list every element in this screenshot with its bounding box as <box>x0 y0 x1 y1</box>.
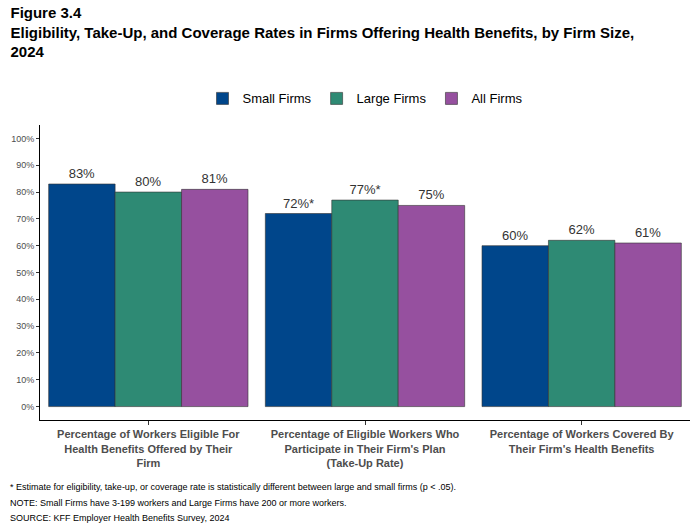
svg-text:All Firms: All Firms <box>471 91 522 106</box>
svg-text:NOTE: Small Firms have 3-199 w: NOTE: Small Firms have 3-199 workers and… <box>10 498 347 508</box>
svg-text:Percentage of Eligible Workers: Percentage of Eligible Workers WhoPartic… <box>271 428 460 469</box>
svg-text:40%: 40% <box>16 294 34 304</box>
svg-text:Percentage of Workers Eligible: Percentage of Workers Eligible ForHealth… <box>57 428 240 469</box>
svg-text:Small Firms: Small Firms <box>243 91 312 106</box>
svg-text:50%: 50% <box>16 268 34 278</box>
svg-text:0%: 0% <box>21 402 34 412</box>
svg-text:Percentage of Workers Covered: Percentage of Workers Covered ByTheir Fi… <box>490 428 675 454</box>
svg-text:* Estimate for eligibility, ta: * Estimate for eligibility, take-up, or … <box>10 482 456 492</box>
svg-text:62%: 62% <box>568 222 594 237</box>
svg-text:80%: 80% <box>135 174 161 189</box>
svg-text:72%*: 72%* <box>283 196 314 211</box>
svg-text:60%: 60% <box>502 228 528 243</box>
svg-text:60%: 60% <box>16 241 34 251</box>
svg-text:10%: 10% <box>16 375 34 385</box>
svg-text:83%: 83% <box>69 166 95 181</box>
svg-text:61%: 61% <box>635 225 661 240</box>
svg-text:Large Firms: Large Firms <box>357 91 427 106</box>
svg-text:75%: 75% <box>418 187 444 202</box>
svg-text:80%: 80% <box>16 187 34 197</box>
svg-text:100%: 100% <box>11 134 34 144</box>
svg-text:20%: 20% <box>16 348 34 358</box>
svg-text:77%*: 77%* <box>349 182 380 197</box>
svg-text:81%: 81% <box>202 171 228 186</box>
svg-text:70%: 70% <box>16 214 34 224</box>
svg-text:90%: 90% <box>16 160 34 170</box>
svg-text:Figure 3.4Eligibility, Take-Up: Figure 3.4Eligibility, Take-Up, and Cove… <box>10 4 634 60</box>
svg-text:30%: 30% <box>16 321 34 331</box>
svg-text:SOURCE: KFF Employer Health Be: SOURCE: KFF Employer Health Benefits Sur… <box>10 513 229 523</box>
